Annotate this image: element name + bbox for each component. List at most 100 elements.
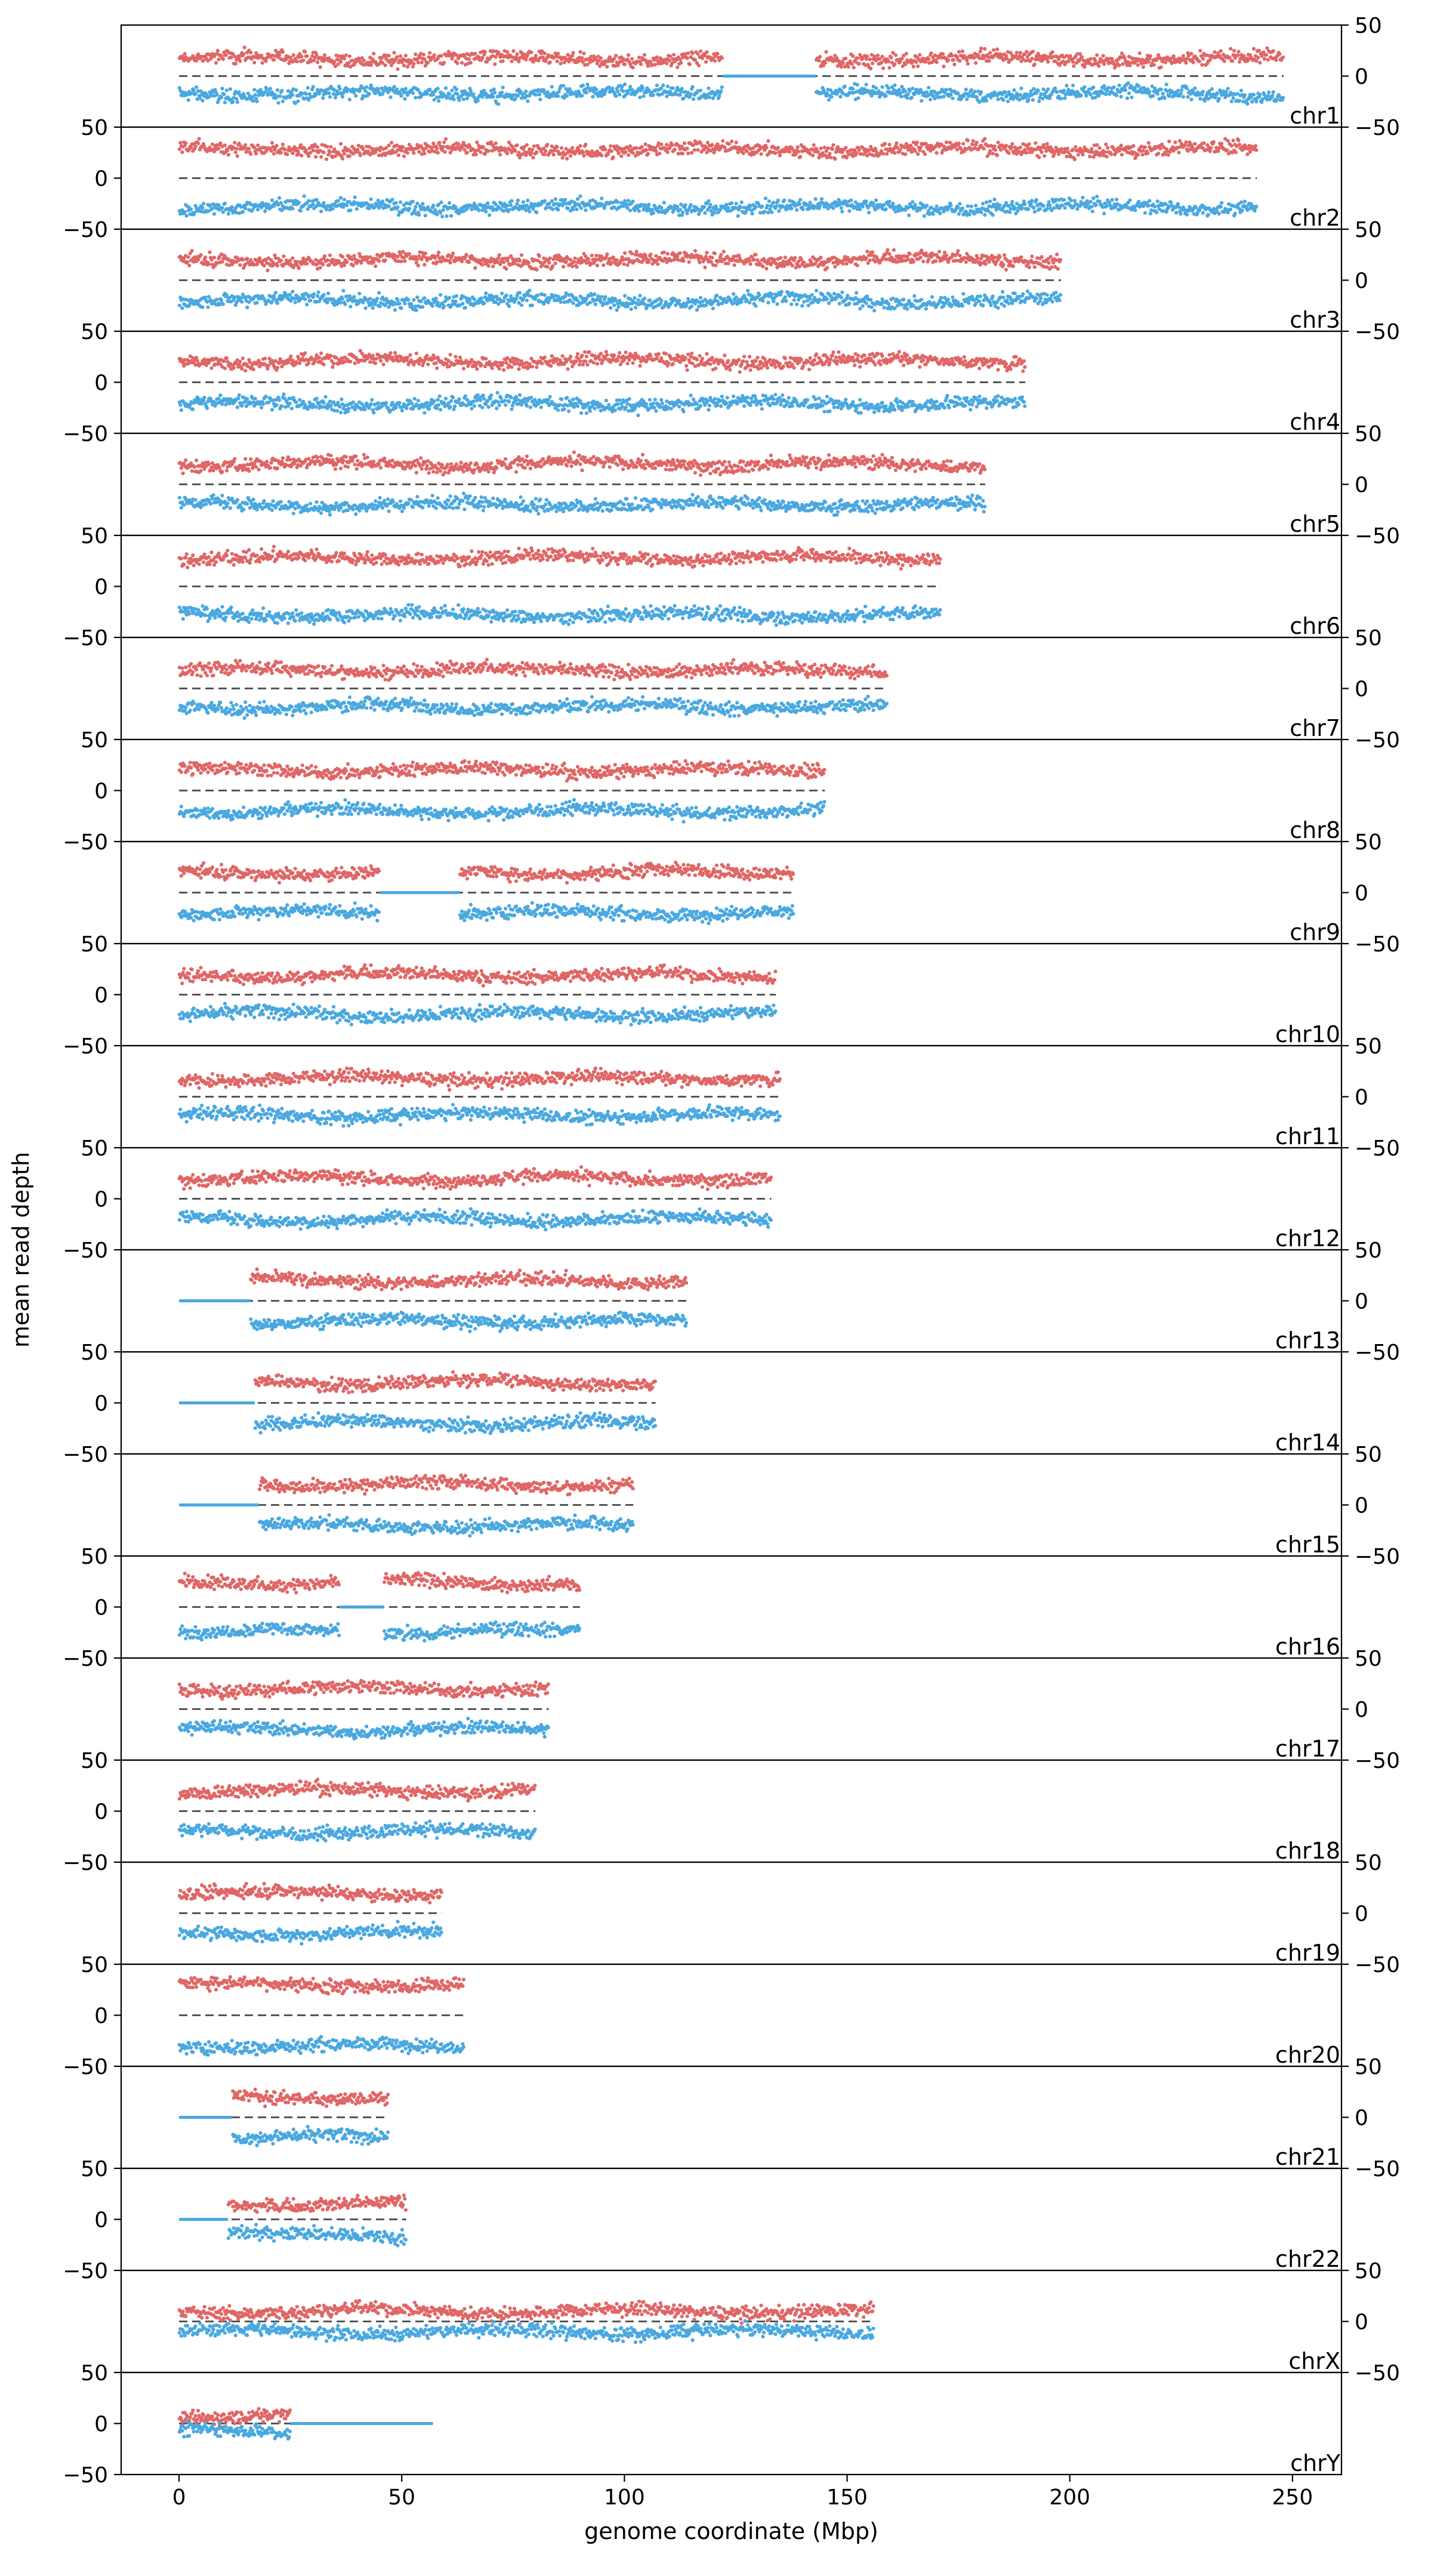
dot-bottom [829,95,834,99]
dot-top [285,152,289,156]
dot-bottom [314,198,319,202]
dot-bottom [979,90,983,94]
dot-top [857,61,861,66]
dot-bottom [1062,198,1066,202]
dot-top [705,50,709,54]
dot-top [314,53,319,57]
dot-top [826,146,830,150]
dot-bottom [311,85,315,89]
dot-top [704,60,708,64]
dot-bottom [215,93,219,97]
dot-top [323,254,327,258]
dot-top [441,144,445,149]
dot-top [1140,153,1145,157]
dot-bottom [908,89,912,93]
dot-top [400,60,405,64]
dot-top [220,260,224,264]
dot-bottom [851,87,855,91]
dot-top [812,143,816,147]
dot-top [316,145,320,149]
dot-bottom [347,97,352,101]
dot-top [394,55,399,59]
dot-bottom [219,95,223,100]
dot-top [893,62,897,66]
dot-bottom [411,91,415,95]
dot-top [266,268,270,273]
dot-bottom [296,99,300,103]
dot-bottom [692,97,696,101]
dot-top [1236,138,1241,143]
dot-top [272,58,276,62]
dot-bottom [1164,82,1168,87]
dot-top [872,54,877,58]
dot-bottom [884,94,888,98]
dot-top [262,264,266,268]
dot-bottom [818,204,822,208]
dot-top [297,266,301,270]
dot-top [372,260,376,264]
dot-bottom [1127,91,1131,95]
dot-top [265,56,269,60]
dot-top [643,142,647,146]
dot-bottom [712,211,716,215]
dot-bottom [237,90,241,94]
dot-top [387,143,391,147]
dot-top [212,255,217,260]
dot-top [542,51,547,56]
dot-bottom [1254,204,1259,208]
dot-top [688,62,692,66]
dot-bottom [974,204,978,208]
dot-bottom [949,203,953,207]
dot-bottom [1091,196,1096,201]
dot-top [1071,147,1075,152]
dot-top [655,55,659,59]
dot-bottom [280,99,285,103]
dot-bottom [1180,88,1184,92]
dot-top [444,137,448,141]
dot-bottom [477,208,481,212]
dot-top [940,52,945,56]
dot-bottom [996,97,1000,101]
dot-bottom [739,200,744,205]
dot-top [603,147,607,152]
dot-top [300,153,304,158]
dot-top [935,60,939,64]
dot-top [665,61,669,66]
dot-bottom [720,85,724,90]
dot-bottom [575,207,579,211]
dot-top [196,258,201,262]
dot-bottom [193,91,198,95]
dot-top [1281,56,1285,60]
dot-bottom [621,89,625,93]
dot-top [698,49,703,53]
dot-top [841,61,845,65]
dot-bottom [981,202,985,206]
dot-top [1065,146,1070,150]
dot-bottom [1155,92,1159,96]
dot-top [1152,63,1156,67]
dot-top [667,58,671,63]
dot-bottom [985,98,989,103]
y-tick-label: 0 [1355,65,1368,90]
dot-top [1167,139,1171,143]
dot-bottom [1048,96,1052,100]
dot-top [670,143,674,147]
dot-top [640,145,644,149]
dot-bottom [1258,93,1262,97]
dot-bottom [275,88,280,92]
dot-top [875,53,880,57]
dot-bottom [647,202,651,207]
dot-bottom [243,207,248,211]
dot-bottom [535,210,539,215]
dot-bottom [880,85,884,89]
dot-top [839,64,843,69]
dot-bottom [354,94,358,98]
dot-top [627,153,631,157]
dot-top [548,60,552,64]
dot-top [1248,150,1253,154]
dot-top [673,147,677,152]
dot-bottom [724,202,729,207]
dot-top [1159,65,1163,69]
dot-bottom [1251,93,1256,97]
dot-bottom [342,198,347,202]
